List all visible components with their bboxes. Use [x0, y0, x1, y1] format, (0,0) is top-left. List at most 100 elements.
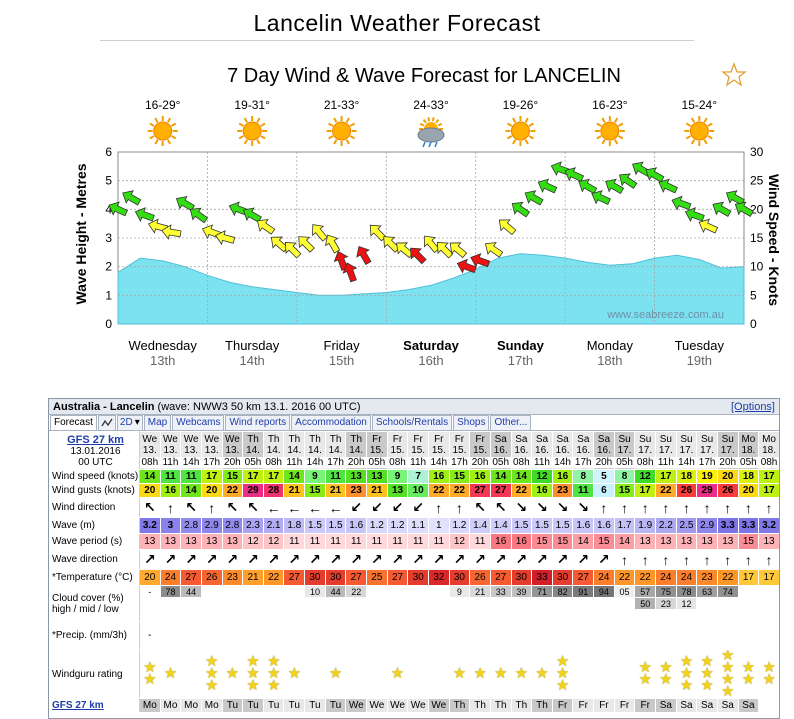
row-label-text: Wind gusts (knots) [52, 485, 135, 496]
wind-arrow [725, 190, 745, 206]
column-day: Sa [577, 433, 590, 445]
wind-arrow [498, 219, 517, 236]
tab-map[interactable]: Map [143, 415, 172, 430]
row-label-text: Cloud cover (%) [52, 592, 124, 604]
watermark: www.seabreeze.com.au [606, 309, 724, 321]
wind-direction-arrow-icon: ↑ [716, 497, 739, 518]
tab-graph[interactable] [97, 415, 116, 430]
cloud-cover-cell: 23 [655, 597, 677, 610]
wind-direction-arrow-icon: ↖ [469, 497, 491, 518]
wind-speed-cell: 12 [531, 469, 553, 484]
tab-shops[interactable]: Shops [453, 415, 490, 430]
wind-speed-cell: 16 [469, 469, 491, 484]
precip-cell [407, 621, 429, 650]
precip-cell [737, 621, 760, 650]
wave-height-cell: 1.9 [634, 517, 657, 534]
star-icon: ★ [659, 659, 673, 676]
column-hour: 14h [677, 456, 696, 468]
graph-icon [101, 418, 113, 427]
wave-height-cell: 1.5 [304, 517, 326, 534]
time-column-header: Su 17. 17h [696, 431, 718, 470]
column-day: Sa [494, 433, 507, 445]
wave-height-cell: 1.6 [345, 517, 368, 534]
tab-schools-rentals[interactable]: Schools/Rentals [371, 415, 453, 430]
star-icon: ★ [266, 653, 281, 670]
precip-cell [510, 621, 533, 650]
column-hour: 11h [532, 456, 552, 468]
star-icon: ★ [328, 665, 343, 682]
precip-cell [386, 621, 409, 650]
wave-height-cell: 3 [159, 517, 182, 534]
cloud-cover-cell: 22 [345, 585, 368, 598]
cloud-cover-cell [180, 597, 202, 610]
wind-arrow [298, 236, 315, 253]
star-icon: ★ [721, 683, 735, 699]
day-temp-range: 15-24° [682, 98, 718, 112]
dropdown-icon: ▾ [134, 417, 140, 428]
wind-arrow [605, 178, 625, 195]
model-link[interactable]: GFS 27 km [67, 433, 124, 446]
row-label-text: Wave (m) [52, 520, 95, 531]
temperature-cell: 30 [407, 569, 429, 586]
column-hour: 17h [697, 456, 717, 468]
time-column-header: Sa 16. 05h [489, 431, 512, 470]
time-column-header: We 13. 17h [200, 431, 223, 470]
wind-direction-arrow-icon: ↖ [242, 497, 264, 518]
wind-arrow [189, 207, 209, 224]
precip-cell [551, 621, 574, 650]
left-tick-label: 2 [105, 260, 112, 274]
wave-height-cell: 1.5 [531, 517, 553, 534]
tab-wind-reports[interactable]: Wind reports [225, 415, 291, 430]
time-column-header: Fr 15. 14h [427, 431, 450, 470]
column-day: Su [680, 433, 693, 445]
options-link[interactable]: [Options] [730, 401, 775, 413]
time-column-header: Sa 16. 14h [551, 431, 574, 470]
model-link[interactable]: GFS 27 km [52, 700, 104, 711]
time-column-header: Sa 16. 11h [531, 431, 553, 470]
wind-direction-arrow-icon: ↙ [407, 497, 429, 518]
column-day: Sa [597, 433, 611, 445]
star-icon: ★ [659, 671, 673, 688]
tab-accommodation[interactable]: Accommodation [291, 415, 371, 430]
tab-other[interactable]: Other... [490, 415, 532, 430]
column-hour: 14h [305, 456, 325, 468]
wave-height-cell: 2.8 [180, 517, 202, 534]
wind-speed-cell: 7 [407, 469, 429, 484]
tab-webcams[interactable]: Webcams [172, 415, 225, 430]
right-tick-label: 5 [750, 288, 757, 302]
wind-gust-cell: 15 [304, 483, 326, 498]
temperature-cell: 24 [675, 569, 698, 586]
cloud-cover-cell: 33 [489, 585, 512, 598]
wave-period-cell: 15 [593, 533, 615, 550]
wind-direction-arrow-icon: ↑ [159, 497, 182, 518]
cloud-cover-cell [531, 597, 553, 610]
temperature-cell: 26 [200, 569, 223, 586]
star-icon: ★ [762, 659, 776, 676]
forecast-table: GFS 27 km 13.01.2016 00 UTC We 13. 08h We 13. 11… [49, 431, 779, 713]
wind-gust-cell: 26 [675, 483, 698, 498]
star-outline-icon[interactable] [721, 62, 747, 87]
wind-gust-cell: 11 [572, 483, 595, 498]
column-date: 15. [473, 444, 488, 456]
wind-arrow [484, 242, 504, 258]
widget-location: Australia - Lancelin [53, 401, 155, 413]
cloud-cover-cell [221, 597, 244, 610]
star-icon: ★ [762, 671, 776, 688]
cloud-cover-cell: 21 [469, 585, 491, 598]
time-column-header: Su 17. 05h [613, 431, 636, 470]
wave-period-cell: 11 [386, 533, 409, 550]
tab-forecast[interactable]: Forecast [50, 415, 97, 430]
left-tick-label: 3 [105, 231, 112, 245]
tab-label: 2D [119, 417, 133, 428]
precip-cell [613, 621, 636, 650]
wind-direction-arrow-icon: ↖ [139, 497, 161, 518]
footer-day-cell: Sa [716, 698, 739, 713]
tab-2d[interactable]: 2D ▾ [116, 415, 143, 430]
windguru-rating-cell [407, 649, 429, 699]
sun-icon [147, 116, 178, 146]
wave-direction-arrow-icon: ↗ [551, 549, 574, 570]
footer-day-cell [758, 698, 779, 713]
wave-period-cell: 13 [696, 533, 718, 550]
cloud-cover-cell [489, 609, 512, 622]
wave-period-cell: 13 [221, 533, 244, 550]
